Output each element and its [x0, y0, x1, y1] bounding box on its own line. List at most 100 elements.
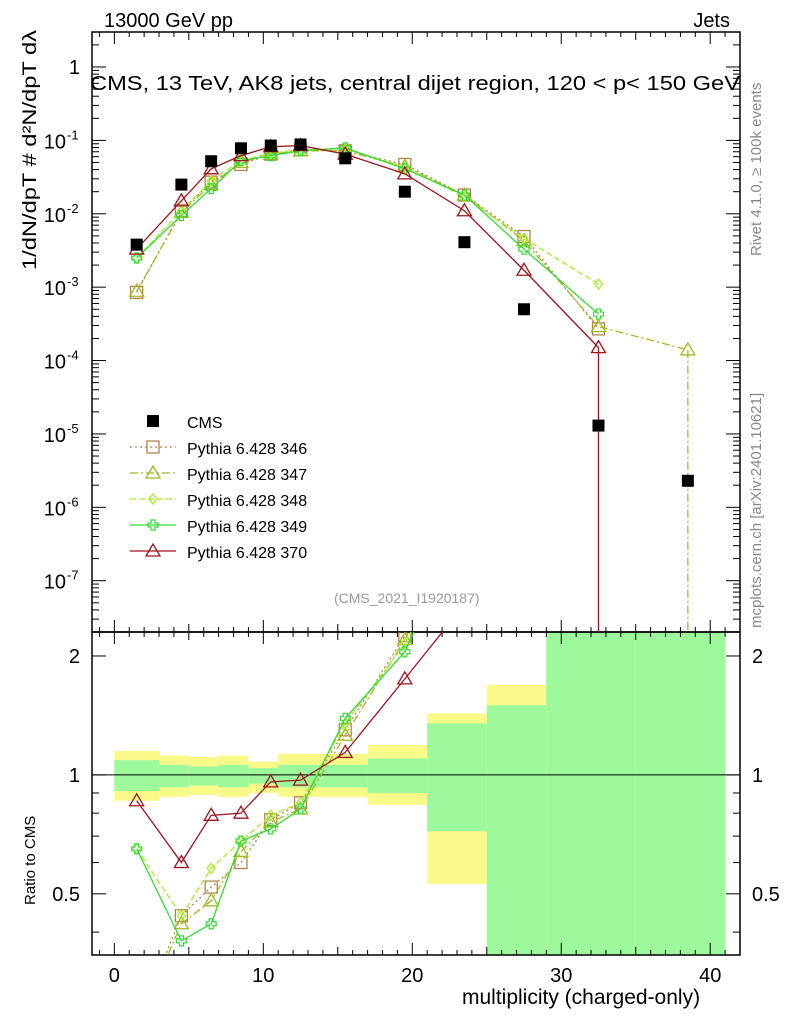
band-inner-bin — [248, 768, 279, 784]
bottom-series-clip — [128, 8, 605, 955]
x-tick-label: 40 — [699, 965, 721, 987]
series-point-top — [459, 190, 470, 203]
series-point-ratio — [206, 862, 217, 875]
series-point-ratio — [294, 803, 307, 815]
series-point-ratio — [459, 516, 469, 526]
series-point-ratio — [399, 637, 410, 650]
series-point-ratio — [173, 915, 190, 930]
series-point-ratio — [128, 792, 145, 807]
y-tick-label: 10 — [44, 572, 66, 594]
series-point-ratio — [594, 8, 602, 18]
y-tick-label-exp: -7 — [67, 568, 79, 583]
series-point-ratio — [205, 918, 217, 930]
series-point-ratio — [396, 632, 413, 646]
analysis-id: (CMS_2021_I1920187) — [334, 590, 480, 606]
series-point-ratio — [458, 515, 470, 527]
x-tick-label: 20 — [401, 965, 423, 987]
y-tick-label-exp: -1 — [67, 127, 79, 142]
series-point-ratio — [591, 235, 605, 247]
band-inner-bin — [635, 632, 726, 955]
series-point-ratio — [265, 823, 277, 835]
series-point-top — [458, 189, 471, 201]
legend-label: Pythia 6.428 370 — [187, 545, 307, 562]
series-point-ratio — [340, 717, 351, 730]
series-point-ratio — [396, 670, 413, 685]
series-point-top — [175, 209, 187, 222]
series-point-top — [456, 202, 473, 217]
ratio-tick-label-right: 2 — [752, 646, 763, 668]
x-tick-label: 30 — [550, 965, 572, 987]
series-point-ratio — [203, 892, 220, 907]
series-point-ratio — [204, 880, 218, 894]
y-tick-label: 10 — [44, 131, 66, 153]
ratio-tick-label: 2 — [69, 646, 80, 668]
series-point-top — [131, 252, 143, 264]
band-inner-bin — [546, 632, 636, 955]
legend-marker — [148, 492, 158, 506]
series-point-ratio — [517, 399, 531, 411]
y-axis-label: 1/dN/dpT # d²N/dpT dλ — [20, 29, 41, 270]
series-point-top — [592, 308, 605, 320]
band-inner-bin — [308, 764, 368, 788]
series-point-ratio — [203, 807, 220, 821]
chart-title: CMS, 13 TeV, AK8 jets, central dijet reg… — [90, 73, 741, 95]
series-point-ratio — [173, 854, 190, 869]
series-point-ratio — [520, 389, 528, 399]
mcplots-label: mcplots.cern.ch [arXiv:2401.10621] — [748, 392, 765, 628]
series-line-ratio — [136, 632, 444, 864]
series-point-top — [206, 174, 217, 188]
top-series-clip — [128, 137, 696, 632]
series-point-top — [396, 165, 413, 180]
series-point-ratio — [457, 514, 471, 526]
series-point-ratio — [262, 773, 279, 788]
series-point-ratio — [131, 843, 143, 855]
legend-label: Pythia 6.428 349 — [187, 519, 307, 536]
ratio-tick-label: 1 — [69, 765, 80, 787]
y-axis-label-text: 1/dN/dpT # d²N/dpT dλ — [20, 29, 41, 270]
series-line-ratio — [136, 632, 412, 917]
series-point-top — [235, 155, 247, 167]
band-inner-bin — [278, 764, 308, 788]
ratio-tick-label: 0.5 — [52, 884, 80, 906]
y-tick-label-exp: -3 — [67, 274, 79, 289]
legend-label: Pythia 6.428 347 — [187, 467, 307, 484]
series-point-ratio — [592, 248, 604, 260]
ratio-band-group — [92, 632, 740, 955]
series-point-ratio — [593, 170, 603, 180]
series-point-ratio — [339, 712, 351, 724]
series-point-top — [173, 192, 190, 207]
series-point-ratio — [235, 835, 247, 847]
cms-data-point — [205, 155, 218, 168]
legend-marker-cms — [147, 415, 159, 427]
series-point-top — [518, 243, 530, 255]
series-point-ratio — [517, 558, 531, 570]
band-inner-bin — [367, 758, 428, 793]
series-point-ratio — [518, 377, 530, 389]
cms-data-point — [681, 474, 694, 487]
legend-label: CMS — [187, 415, 223, 432]
series-point-ratio — [399, 646, 411, 658]
cms-data-point — [264, 139, 277, 152]
cms-data-point — [175, 178, 188, 191]
header-left: 13000 GeV pp — [104, 10, 233, 32]
y-tick-label-exp: -2 — [67, 201, 79, 216]
legend-marker — [146, 440, 160, 454]
legend-marker — [147, 519, 159, 531]
series-point-ratio — [337, 726, 354, 741]
series-point-ratio — [265, 809, 276, 822]
cms-data-point — [234, 142, 247, 155]
series-point-ratio — [337, 744, 354, 759]
legend-marker — [144, 542, 162, 557]
series-point-ratio — [232, 804, 250, 819]
y-tick-label-exp: -4 — [67, 348, 79, 363]
legend-marker — [144, 464, 162, 479]
band-inner-bin — [427, 723, 487, 832]
series-point-top — [399, 161, 410, 174]
series-group — [128, 8, 696, 955]
cms-data-point — [130, 238, 143, 251]
series-point-ratio — [175, 935, 187, 947]
bottom-frame — [91, 631, 741, 956]
ratio-axis-label: Ratio to CMS — [22, 815, 39, 905]
series-point-top — [203, 160, 220, 175]
